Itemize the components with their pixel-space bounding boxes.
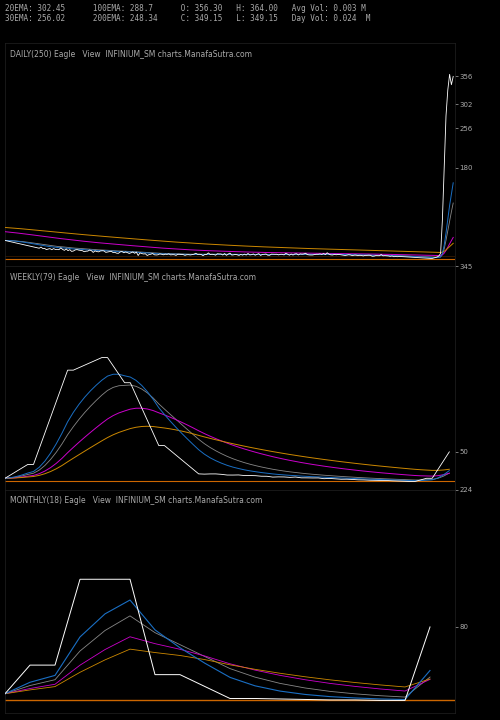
Text: MONTHLY(18) Eagle   View  INFINIUM_SM charts.ManafaSutra.com: MONTHLY(18) Eagle View INFINIUM_SM chart… [10, 496, 262, 505]
Text: WEEKLY(79) Eagle   View  INFINIUM_SM charts.ManafaSutra.com: WEEKLY(79) Eagle View INFINIUM_SM charts… [10, 273, 256, 282]
Text: 20EMA: 302.45      100EMA: 288.7      O: 356.30   H: 364.00   Avg Vol: 0.003 M: 20EMA: 302.45 100EMA: 288.7 O: 356.30 H:… [5, 4, 366, 12]
Text: DAILY(250) Eagle   View  INFINIUM_SM charts.ManafaSutra.com: DAILY(250) Eagle View INFINIUM_SM charts… [10, 50, 252, 59]
Text: 30EMA: 256.02      200EMA: 248.34     C: 349.15   L: 349.15   Day Vol: 0.024  M: 30EMA: 256.02 200EMA: 248.34 C: 349.15 L… [5, 14, 370, 23]
